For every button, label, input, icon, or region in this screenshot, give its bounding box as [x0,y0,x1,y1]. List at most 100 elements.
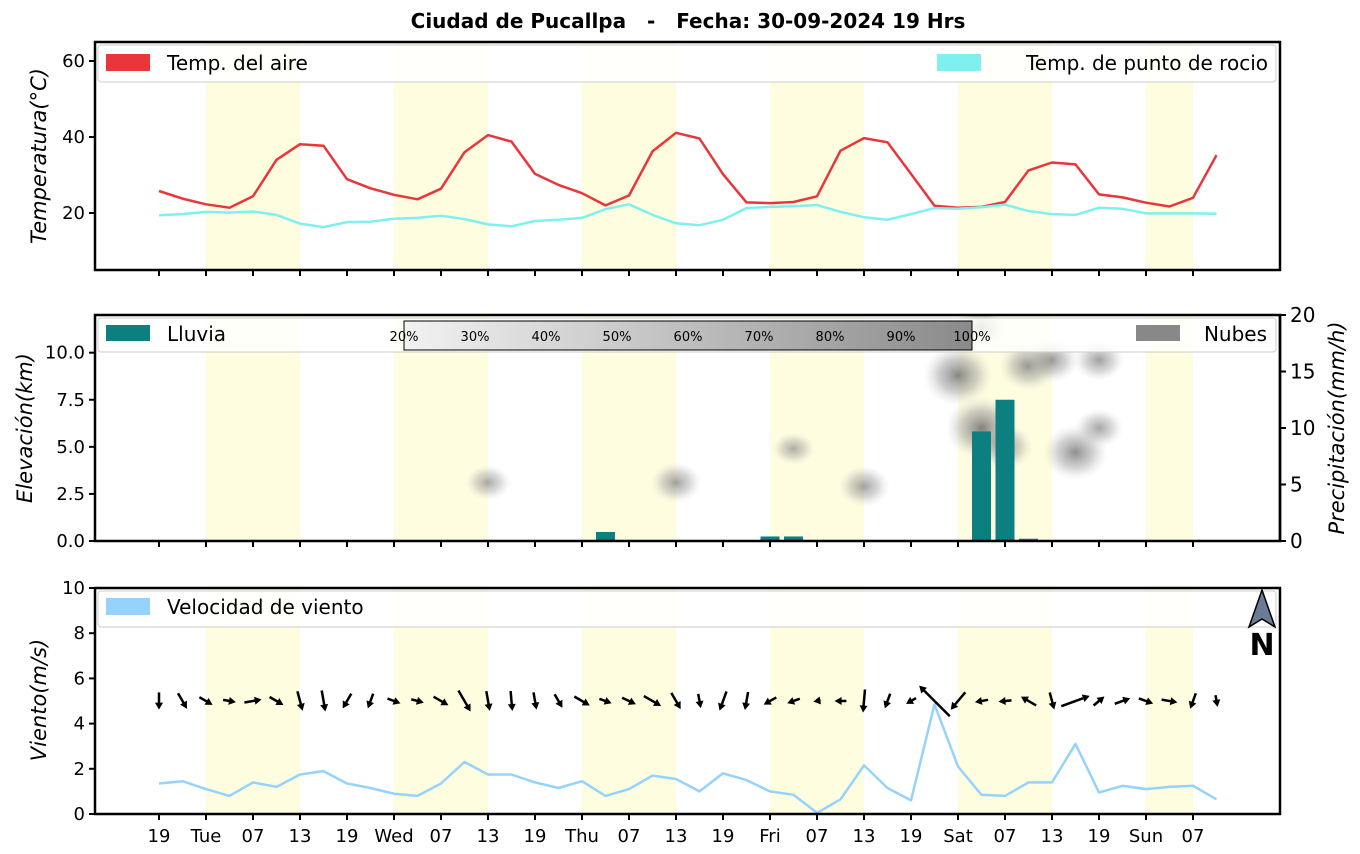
x-tick-label: Wed [374,826,413,847]
north-label: N [1249,628,1274,663]
rain-bar [760,536,780,541]
wind-arrow [834,697,847,705]
wind-arrow [1212,694,1221,707]
colorbar-label: 20% [390,330,419,345]
wind-arrow [320,690,329,712]
wind-arrow [787,697,801,705]
y-tick-label: 4 [74,714,85,735]
colorbar-label: 50% [603,330,632,345]
temp-y-label: Temperatura(°C) [27,68,51,244]
cloud-blob [923,344,993,406]
y-tick-label: 0.0 [56,531,85,552]
air-temp-line [158,131,1218,209]
wind-arrow [813,696,821,705]
temperature-panel: 20 40 60 Temperatura(°C) Temp. del aire Te… [27,40,1282,276]
y-tick-label: 2 [74,759,85,780]
wind-arrow [1138,697,1154,705]
wind-legend: Velocidad de viento [97,590,1277,628]
x-tick-label: 19 [1088,826,1111,847]
wind-arrow [553,693,563,708]
y-tick-label: 15 [1290,360,1315,384]
day-band [206,315,300,541]
wind-arrow [457,689,471,712]
x-tick-label: 07 [242,826,265,847]
x-tick-label: 13 [853,826,876,847]
wind-arrow [950,691,967,710]
y-tick-label: 10 [1290,416,1315,440]
wind-arrow [531,692,540,710]
y-tick-label: 60 [62,51,85,72]
x-tick-label: 13 [1041,826,1064,847]
x-tick-label: Thu [564,826,599,847]
cloud-blob [838,465,890,507]
wind-arrow [763,696,777,705]
wind-speed-series [158,703,1218,814]
y-tick-label: 5.0 [56,437,85,458]
colorbar-label: 80% [816,330,845,345]
cloud-cover-colorbar: 20% 30% 40% 50% 60% 70% 80% 90% 100% [390,320,991,351]
wind-x-ticks: 19 Tue 07 13 19 Wed 07 13 19 Thu 07 13 19 Fri 07 13 19 Sa… [148,814,1205,847]
x-tick-label: 19 [712,826,735,847]
x-tick-label: Fri [759,826,780,847]
wind-arrow [670,692,681,710]
temp-series [158,131,1218,229]
wind-arrow [1048,692,1057,710]
y-tick-label: 0 [1290,529,1303,553]
north-arrow-icon: N [1247,587,1277,663]
x-tick-label: Sun [1129,826,1163,847]
wind-arrow [366,693,375,709]
wind-arrow [155,692,163,710]
x-tick-label: 19 [524,826,547,847]
wind-arrow [410,697,424,705]
wind-arrow [268,695,284,705]
rain-x-ticks [158,541,1194,547]
legend-swatch-wind-speed [106,598,150,615]
wind-arrow [718,690,728,711]
wind-arrow [484,690,493,711]
day-band [582,315,676,541]
cloud-blob [771,432,816,466]
x-tick-label: 13 [289,826,312,847]
wind-arrow [1092,696,1105,707]
legend-label-air-temp: Temp. del aire [166,51,308,75]
wind-arrow [695,693,704,709]
day-band [770,315,864,541]
wind-arrow [507,690,516,712]
x-tick-label: 19 [900,826,923,847]
cloud-blob [650,462,702,504]
rain-bar [784,536,803,541]
legend-label-dew-point: Temp. de punto de rocio [1025,51,1268,75]
wind-arrow [222,696,236,705]
legend-label-wind-speed: Velocidad de viento [167,595,364,619]
x-tick-label: 07 [430,826,453,847]
legend-swatch-air-temp [106,54,150,71]
wind-arrow [198,696,213,705]
x-tick-label: 07 [994,826,1017,847]
rain-y-label: Elevación(km) [13,353,37,503]
x-tick-label: Tue [190,826,222,847]
cloud-blob [1074,408,1124,448]
wind-arrow [906,696,917,704]
wind-direction-arrows [155,685,1221,718]
x-tick-label: 19 [148,826,171,847]
wind-arrow [342,692,353,709]
rain-bars [596,399,1038,541]
rain-bar [972,431,991,541]
legend-swatch-dew-point [937,54,981,71]
day-band [394,315,488,541]
x-tick-label: 13 [477,826,500,847]
wind-arrow [1060,694,1090,708]
wind-arrow [573,695,590,706]
y-tick-label: 10.0 [45,343,85,364]
wind-arrow [998,696,1012,705]
y-tick-label: 5 [1290,473,1303,497]
rain-bar [596,531,615,541]
colorbar-label: 70% [745,330,774,345]
colorbar-label: 60% [674,330,703,345]
wind-arrow [598,697,612,705]
y-tick-label: 0 [74,804,85,825]
x-tick-label: 07 [1182,826,1205,847]
wind-arrow [859,689,868,713]
wind-arrow [883,693,892,709]
